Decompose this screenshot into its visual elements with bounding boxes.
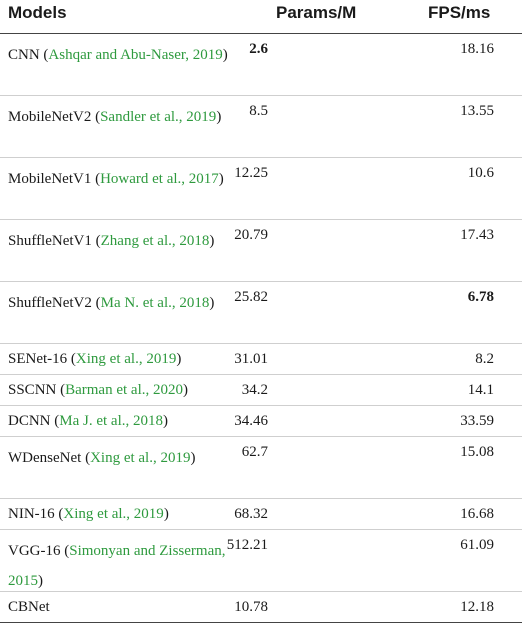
table-row: CNN (Ashqar and Abu-Naser, 2019) 2.6 18.… [0,34,522,96]
fps-cell: 16.68 [460,506,494,522]
params-cell: 34.46 [234,413,268,429]
params-cell: 12.25 [234,165,268,181]
params-cell: 10.78 [234,599,268,615]
table-row: DCNN (Ma J. et al., 2018) 34.46 33.59 [0,406,522,437]
params-cell: 20.79 [234,227,268,243]
citation-link[interactable]: Ashqar and Abu-Naser, 2019 [48,47,223,63]
header-params: Params/M [276,3,357,22]
model-cell: DCNN (Ma J. et al., 2018) [8,413,168,429]
citation-link[interactable]: Zhang et al., 2018 [100,233,210,249]
citation-link[interactable]: Sandler et al., 2019 [100,109,217,125]
fps-cell: 17.43 [460,227,494,243]
params-cell: 31.01 [234,351,268,367]
fps-cell: 13.55 [460,103,494,119]
model-cell: WDenseNet (Xing et al., 2019) [8,450,196,466]
table-row: SSCNN (Barman et al., 2020) 34.2 14.1 [0,375,522,406]
table-row: ShuffleNetV1 (Zhang et al., 2018) 20.79 … [0,220,522,282]
model-cell: SENet-16 (Xing et al., 2019) [8,351,182,367]
fps-cell: 10.6 [467,165,494,181]
table-row: SENet-16 (Xing et al., 2019) 31.01 8.2 [0,344,522,375]
params-cell: 8.5 [249,103,268,119]
table-row: VGG-16 (Simonyan and Zisserman, 2015) 51… [0,530,522,592]
citation-link[interactable]: Howard et al., 2017 [100,171,219,187]
citation-link[interactable]: Ma N. et al., 2018 [100,295,210,311]
params-cell: 62.7 [241,444,268,460]
table-row: MobileNetV1 (Howard et al., 2017) 12.25 … [0,158,522,220]
model-cell: MobileNetV1 (Howard et al., 2017) [8,171,224,187]
citation-link[interactable]: Barman et al., 2020 [65,382,183,398]
model-cell: ShuffleNetV1 (Zhang et al., 2018) [8,233,215,249]
citation-link[interactable]: Xing et al., 2019 [63,506,164,522]
model-cell: NIN-16 (Xing et al., 2019) [8,506,169,522]
fps-cell: 18.16 [460,41,494,57]
fps-cell: 61.09 [460,537,494,553]
params-cell: 512.21 [226,537,268,553]
table-row: WDenseNet (Xing et al., 2019) 62.7 15.08 [0,437,522,499]
fps-cell: 12.18 [460,599,494,615]
table-row: NIN-16 (Xing et al., 2019) 68.32 16.68 [0,499,522,530]
fps-cell: 14.1 [467,382,494,398]
model-cell: MobileNetV2 (Sandler et al., 2019) [8,109,222,125]
fps-cell: 6.78 [467,289,494,305]
citation-link[interactable]: Ma J. et al., 2018 [59,413,163,429]
model-cell: CNN (Ashqar and Abu-Naser, 2019) [8,47,228,63]
citation-link[interactable]: Xing et al., 2019 [75,351,177,367]
table-header: Models Params/M FPS/ms [0,0,522,34]
model-cell: ShuffleNetV2 (Ma N. et al., 2018) [8,295,215,311]
fps-cell: 33.59 [460,413,494,429]
citation-link[interactable]: Xing et al., 2019 [90,450,191,466]
params-cell: 25.82 [234,289,268,305]
params-cell: 68.32 [234,506,268,522]
table-row: ShuffleNetV2 (Ma N. et al., 2018) 25.82 … [0,282,522,344]
model-cell: SSCNN (Barman et al., 2020) [8,382,188,398]
params-cell: 2.6 [249,41,268,57]
header-models: Models [8,3,67,22]
params-cell: 34.2 [241,382,268,398]
fps-cell: 15.08 [460,444,494,460]
table-row: MobileNetV2 (Sandler et al., 2019) 8.5 1… [0,96,522,158]
fps-cell: 8.2 [475,351,494,367]
header-fps: FPS/ms [428,3,491,22]
table-row: CBNet 10.78 12.18 [0,592,522,623]
